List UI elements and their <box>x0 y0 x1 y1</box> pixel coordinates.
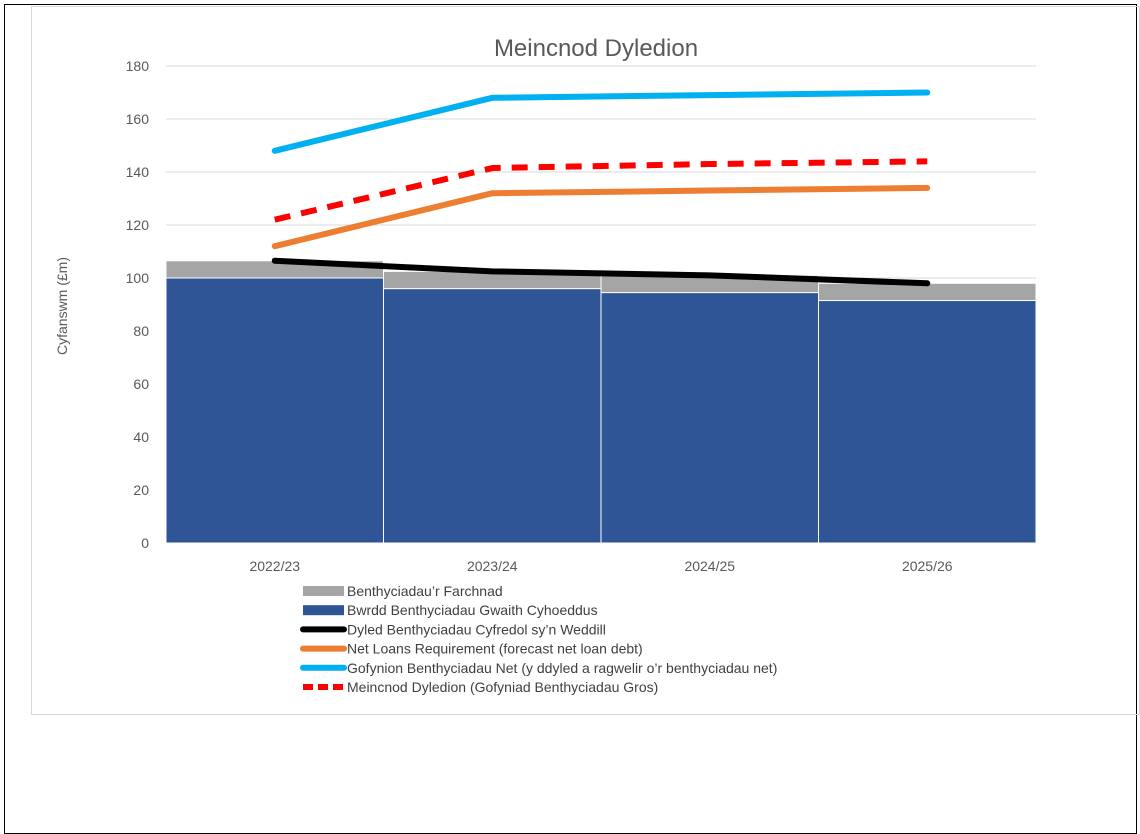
y-tick-label: 80 <box>133 323 149 339</box>
legend-label: Bwrdd Benthyciadau Gwaith Cyhoeddus <box>347 602 598 618</box>
series-line <box>274 158 928 223</box>
y-ticks: 0 20 40 60 80 100 120 140 160 180 <box>126 58 150 551</box>
legend-item: Benthyciadau’r Farchnad <box>303 583 503 599</box>
y-tick-label: 160 <box>126 111 150 127</box>
y-tick-label: 180 <box>126 58 150 74</box>
legend-swatch <box>303 605 344 616</box>
legend-label: Meincnod Dyledion (Gofyniad Benthyciadau… <box>347 679 658 695</box>
series-line <box>271 184 931 250</box>
legend-label: Gofynion Benthyciadau Net (y ddyled a ra… <box>347 660 777 676</box>
legend-label: Net Loans Requirement (forecast net loan… <box>347 641 643 657</box>
x-tick-label: 2025/26 <box>902 558 953 574</box>
x-ticks: 2022/23 2023/24 2024/25 2025/26 <box>249 558 952 574</box>
lines <box>271 89 931 287</box>
y-tick-label: 40 <box>133 429 149 445</box>
series-line <box>271 89 931 154</box>
y-tick-label: 0 <box>141 535 149 551</box>
x-tick-label: 2023/24 <box>467 558 518 574</box>
bars <box>165 260 1037 544</box>
legend: Benthyciadau’r Farchnad Bwrdd Benthyciada… <box>300 583 777 695</box>
y-tick-label: 20 <box>133 482 149 498</box>
legend-swatch <box>303 586 344 596</box>
bar-segment <box>818 300 1037 544</box>
bar-segment <box>165 277 384 544</box>
x-tick-label: 2022/23 <box>249 558 300 574</box>
legend-item: Net Loans Requirement (forecast net loan… <box>300 641 643 657</box>
x-tick-label: 2024/25 <box>684 558 735 574</box>
legend-item: Bwrdd Benthyciadau Gwaith Cyhoeddus <box>303 602 598 618</box>
legend-label: Benthyciadau’r Farchnad <box>347 583 503 599</box>
legend-item: Dyled Benthyciadau Cyfredol sy’n Weddill <box>300 621 606 637</box>
bar-segment <box>600 292 819 544</box>
bar-segment <box>383 288 602 544</box>
legend-label: Dyled Benthyciadau Cyfredol sy’n Weddill <box>347 621 606 637</box>
y-tick-label: 120 <box>126 217 150 233</box>
legend-item: Meincnod Dyledion (Gofyniad Benthyciadau… <box>303 679 658 695</box>
series-line <box>271 257 931 287</box>
y-tick-label: 100 <box>126 270 150 286</box>
legend-item: Gofynion Benthyciadau Net (y ddyled a ra… <box>300 660 777 676</box>
y-tick-label: 60 <box>133 376 149 392</box>
y-tick-label: 140 <box>126 164 150 180</box>
y-axis-label: Cyfanswm (£m) <box>54 257 70 355</box>
chart-title: Meincnod Dyledion <box>494 35 698 62</box>
